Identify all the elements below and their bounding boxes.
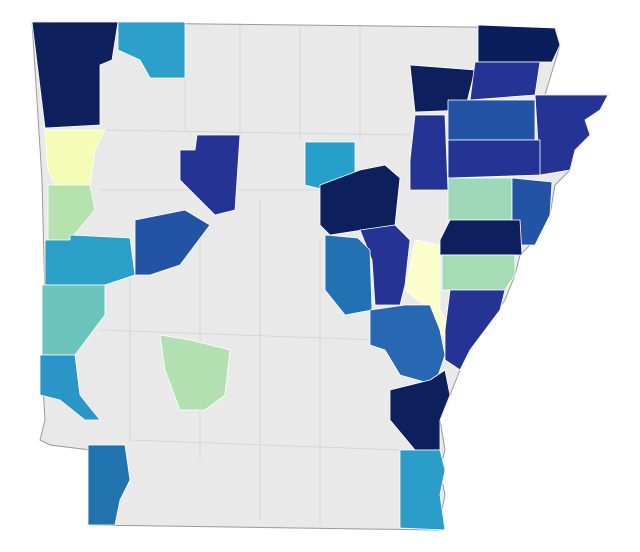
- county: [399, 449, 446, 531]
- county: [87, 444, 131, 526]
- county: [477, 24, 561, 63]
- county: [469, 61, 541, 101]
- highlighted-counties: [31, 21, 609, 531]
- county: [409, 114, 449, 191]
- county: [389, 369, 451, 451]
- county: [359, 224, 411, 306]
- county: [134, 209, 211, 276]
- county: [159, 334, 231, 411]
- county: [447, 139, 541, 179]
- county: [44, 234, 136, 286]
- county: [39, 354, 101, 421]
- county: [447, 177, 513, 221]
- county: [444, 289, 506, 371]
- county: [369, 304, 446, 386]
- county: [534, 94, 609, 176]
- county: [117, 21, 186, 79]
- county: [179, 134, 241, 216]
- county: [47, 184, 96, 246]
- county: [441, 254, 516, 291]
- county: [41, 284, 106, 356]
- county: [319, 164, 401, 236]
- county: [439, 219, 523, 256]
- county: [447, 99, 536, 141]
